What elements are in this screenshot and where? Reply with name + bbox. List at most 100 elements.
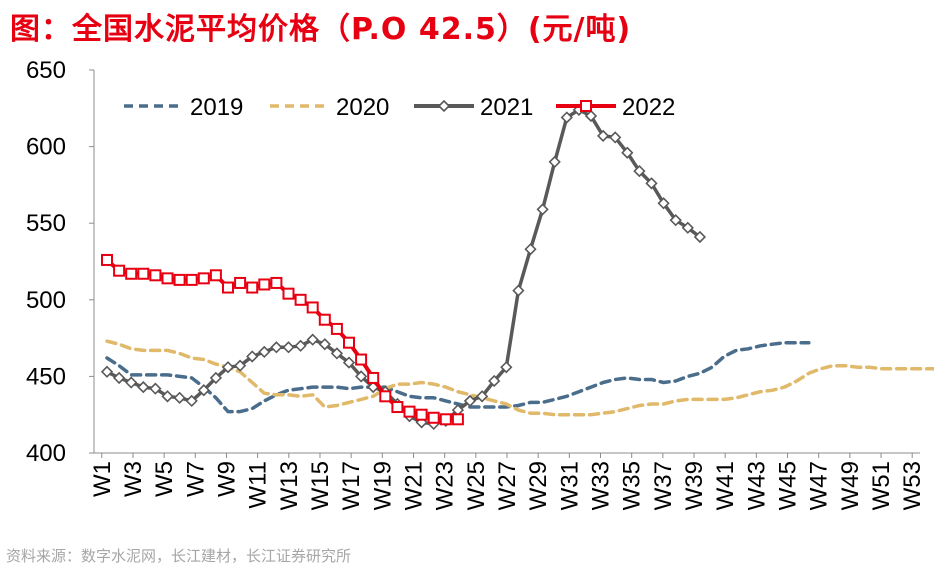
data-point-2022: [258, 278, 271, 291]
data-point-2021: [657, 197, 670, 210]
data-point-2022: [367, 371, 380, 384]
data-point-2022: [209, 269, 222, 282]
data-point-2022: [149, 269, 162, 282]
data-point-2022: [451, 413, 464, 426]
data-point-2021: [512, 284, 525, 297]
x-tick-label: W27: [494, 461, 521, 510]
y-tick-label: 600: [26, 134, 66, 161]
data-point-2021: [621, 146, 634, 159]
data-point-2022: [270, 276, 283, 289]
x-tick-label: W33: [588, 461, 615, 510]
x-tick-label: W41: [712, 461, 739, 510]
y-tick-label: 400: [26, 440, 66, 467]
data-point-2022: [113, 264, 126, 277]
x-tick-label: W47: [806, 461, 833, 510]
data-point-2021: [463, 394, 477, 408]
data-point-2022: [403, 405, 416, 418]
legend-label-2021: 2021: [480, 94, 533, 121]
data-point-2022: [246, 281, 259, 294]
source-note: 资料来源：数字水泥网，长江建材，长江证券研究所: [6, 547, 352, 565]
data-point-2021: [584, 109, 598, 123]
data-point-2021: [633, 164, 646, 178]
x-tick-label: W3: [120, 461, 147, 497]
data-point-2021: [294, 339, 307, 352]
data-point-2021: [112, 371, 126, 385]
data-point-2022: [234, 276, 247, 289]
data-point-2021: [233, 359, 247, 372]
data-point-2022: [415, 408, 428, 421]
data-point-2021: [137, 380, 150, 394]
data-point-2021: [609, 131, 622, 144]
y-tick-label: 500: [26, 287, 66, 314]
data-point-2022: [173, 273, 186, 286]
data-point-2021: [173, 391, 186, 404]
data-point-2021: [354, 370, 368, 383]
y-tick-label: 550: [26, 210, 66, 237]
x-tick-label: W5: [151, 461, 178, 497]
x-tick-label: W39: [681, 461, 708, 510]
data-point-2021: [282, 341, 295, 354]
data-point-2021: [258, 345, 271, 359]
data-point-2021: [488, 374, 501, 388]
x-tick-label: W35: [619, 461, 646, 510]
data-point-2021: [560, 111, 573, 124]
legend-label-2020: 2020: [336, 94, 389, 121]
data-point-2021: [209, 371, 223, 385]
chart-title: 图：全国水泥平均价格（P.O 42.5）(元/吨): [10, 12, 632, 47]
data-point-2021: [548, 155, 561, 169]
data-point-2022: [318, 313, 331, 326]
x-tick-label: W19: [369, 461, 396, 510]
data-point-2022: [330, 322, 343, 335]
data-point-2022: [197, 272, 210, 285]
data-point-2021: [536, 203, 549, 216]
data-point-2021: [100, 365, 114, 378]
data-point-2021: [246, 350, 259, 363]
data-point-2021: [693, 230, 707, 244]
data-point-2021: [669, 214, 682, 227]
x-tick-label: W53: [899, 461, 926, 510]
data-point-2021: [125, 376, 138, 389]
data-point-2021: [524, 243, 537, 256]
data-point-2022: [355, 353, 368, 366]
data-point-2022: [161, 272, 174, 285]
data-point-2022: [185, 273, 198, 286]
legend-item-2020: 2020: [270, 94, 389, 121]
x-tick-label: W51: [868, 461, 895, 510]
data-point-2021: [161, 390, 174, 403]
data-point-2021: [645, 177, 658, 190]
x-tick-label: W25: [463, 461, 490, 510]
data-point-2022: [282, 287, 295, 300]
data-point-2021: [197, 384, 210, 397]
x-tick-label: W13: [276, 461, 303, 510]
x-tick-label: W43: [743, 461, 770, 510]
data-point-2021: [318, 338, 331, 351]
data-point-2022: [306, 301, 319, 314]
legend-label-2022: 2022: [622, 94, 675, 121]
data-point-2022: [294, 293, 307, 306]
x-tick-label: W45: [775, 461, 802, 510]
data-point-2021: [306, 333, 319, 346]
series-line-2021: [105, 108, 702, 426]
legend-marker-2021: [437, 99, 451, 113]
axes: 400 450 500 550 600 650 W1 W3 W5 W7 W9 W11 W13 W15 W17…: [26, 57, 926, 510]
legend: 2019 2020 2021 2022: [124, 94, 675, 121]
x-tick-label: W31: [556, 461, 583, 510]
x-tick-label: W23: [432, 461, 459, 510]
data-point-2021: [270, 341, 283, 354]
data-point-2022: [222, 281, 234, 294]
data-point-2021: [475, 390, 489, 403]
data-point-2022: [343, 336, 355, 349]
series-layer: [100, 103, 934, 431]
data-point-2021: [342, 356, 356, 369]
data-point-2022: [439, 413, 452, 426]
data-point-2021: [330, 347, 344, 360]
x-tick-label: W15: [307, 461, 334, 510]
x-tick-label: W49: [837, 461, 864, 510]
data-point-2021: [500, 361, 513, 374]
x-tick-label: W29: [525, 461, 552, 510]
data-point-2022: [427, 411, 440, 424]
x-tick-label: W21: [400, 461, 427, 510]
data-point-2021: [149, 382, 162, 395]
data-point-2021: [681, 221, 694, 234]
series-2022: [101, 253, 464, 426]
